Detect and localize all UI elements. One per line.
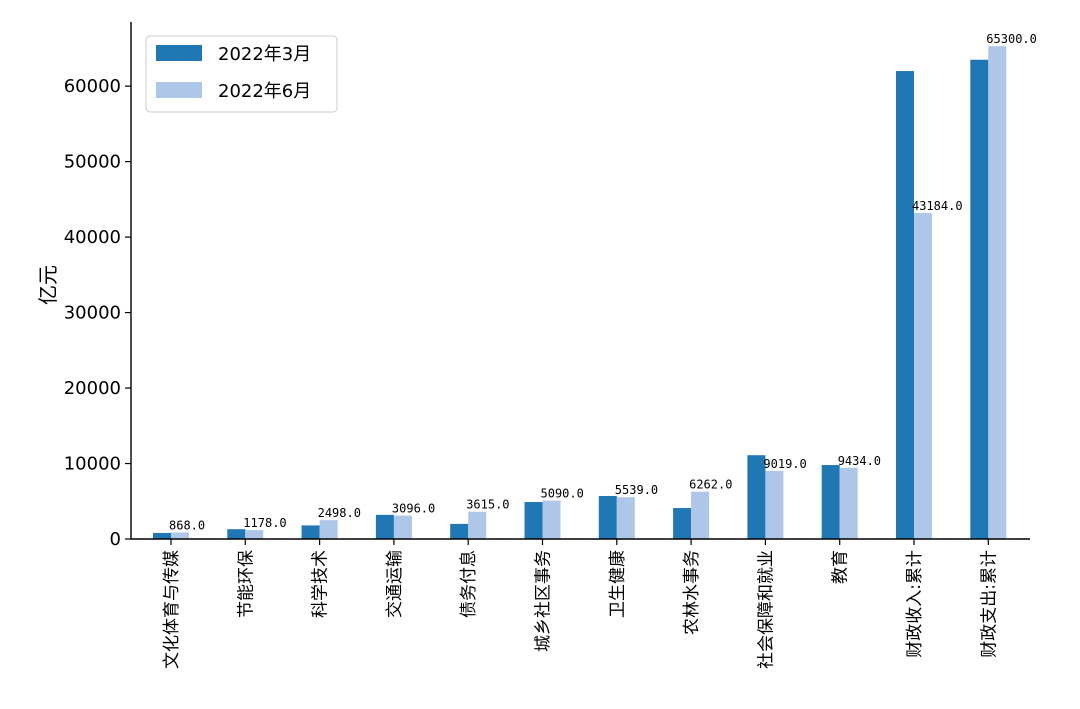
bars-layer (153, 46, 1007, 540)
y-tick-label-6: 60000 (64, 76, 121, 97)
legend-swatch-2022-03 (156, 45, 202, 61)
legend: 2022年3月 2022年6月 (145, 35, 338, 113)
data-label-2022-06-7: 6262.0 (689, 478, 732, 492)
x-tick-label-6: 卫生健康 (608, 550, 628, 618)
y-tick-label-5: 50000 (64, 152, 121, 173)
legend-swatch-2022-06 (156, 82, 202, 98)
data-label-2022-06-9: 9434.0 (838, 454, 881, 468)
y-tick-label-0: 0 (110, 529, 121, 550)
bar-2022-03-2 (301, 525, 320, 539)
data-label-2022-06-10: 43184.0 (912, 199, 963, 213)
x-tick-label-11: 财政支出:累计 (979, 550, 999, 658)
bar-2022-03-8 (747, 455, 766, 539)
bar-2022-06-6 (616, 497, 635, 539)
x-tick-label-0: 文化体育与传媒 (162, 550, 182, 669)
bar-2022-06-7 (691, 491, 710, 539)
x-tick-label-2: 科学技术 (311, 550, 331, 618)
data-label-2022-06-11: 65300.0 (986, 32, 1037, 46)
data-labels-layer: 868.0 1178.0 2498.0 3096.0 3615.0 5090.0 5539.… (169, 32, 1037, 532)
bar-2022-06-3 (393, 515, 412, 539)
bar-2022-03-7 (673, 508, 692, 539)
y-tick-label-2: 20000 (64, 378, 121, 399)
x-tick-label-10: 财政收入:累计 (905, 550, 925, 658)
x-tick-label-5: 城乡社区事务 (534, 550, 554, 652)
bar-2022-06-11 (988, 46, 1007, 539)
data-label-2022-06-0: 868.0 (169, 518, 205, 532)
bar-2022-03-10 (896, 71, 914, 539)
x-tick-label-9: 教育 (831, 550, 851, 584)
x-tick-label-3: 交通运输 (385, 550, 405, 618)
bar-2022-06-0 (171, 532, 189, 539)
bar-2022-03-6 (598, 495, 617, 539)
y-axis-label: 亿元 (36, 265, 60, 305)
bar-2022-03-4 (450, 523, 469, 539)
bar-2022-03-1 (227, 529, 246, 539)
bar-2022-06-8 (765, 470, 784, 539)
data-label-2022-06-6: 5539.0 (615, 483, 658, 497)
bar-2022-03-11 (970, 59, 989, 540)
x-tick-label-1: 节能环保 (236, 550, 256, 618)
bar-2022-06-5 (542, 500, 561, 539)
bar-2022-06-10 (914, 213, 932, 540)
data-label-2022-06-2: 2498.0 (318, 506, 361, 520)
data-label-2022-06-5: 5090.0 (541, 487, 584, 501)
legend-label-2022-03: 2022年3月 (218, 44, 311, 65)
data-label-2022-06-3: 3096.0 (392, 502, 435, 516)
bar-2022-03-3 (375, 514, 394, 539)
bar-2022-06-1 (245, 530, 264, 539)
bar-2022-06-9 (839, 467, 858, 539)
data-label-2022-06-8: 9019.0 (763, 457, 806, 471)
x-tick-label-8: 社会保障和就业 (756, 550, 776, 669)
data-label-2022-06-4: 3615.0 (466, 498, 509, 512)
bar-2022-03-5 (524, 502, 543, 539)
data-label-2022-06-1: 1178.0 (243, 516, 286, 530)
bar-2022-06-4 (468, 511, 487, 539)
axes-layer: 文化体育与传媒 节能环保 科学技术 交通运输 债务付息 城乡社区事务 卫生健康 农林水事务 社会… (64, 22, 1030, 669)
bar-2022-03-0 (153, 532, 171, 539)
y-tick-label-3: 30000 (64, 303, 121, 324)
y-tick-label-1: 10000 (64, 454, 121, 475)
x-tick-label-4: 债务付息 (459, 550, 479, 618)
bar-2022-03-9 (821, 465, 840, 539)
y-tick-label-4: 40000 (64, 227, 121, 248)
x-tick-label-7: 农林水事务 (682, 550, 702, 635)
legend-label-2022-06: 2022年6月 (218, 81, 311, 102)
bar-2022-06-2 (319, 520, 338, 539)
